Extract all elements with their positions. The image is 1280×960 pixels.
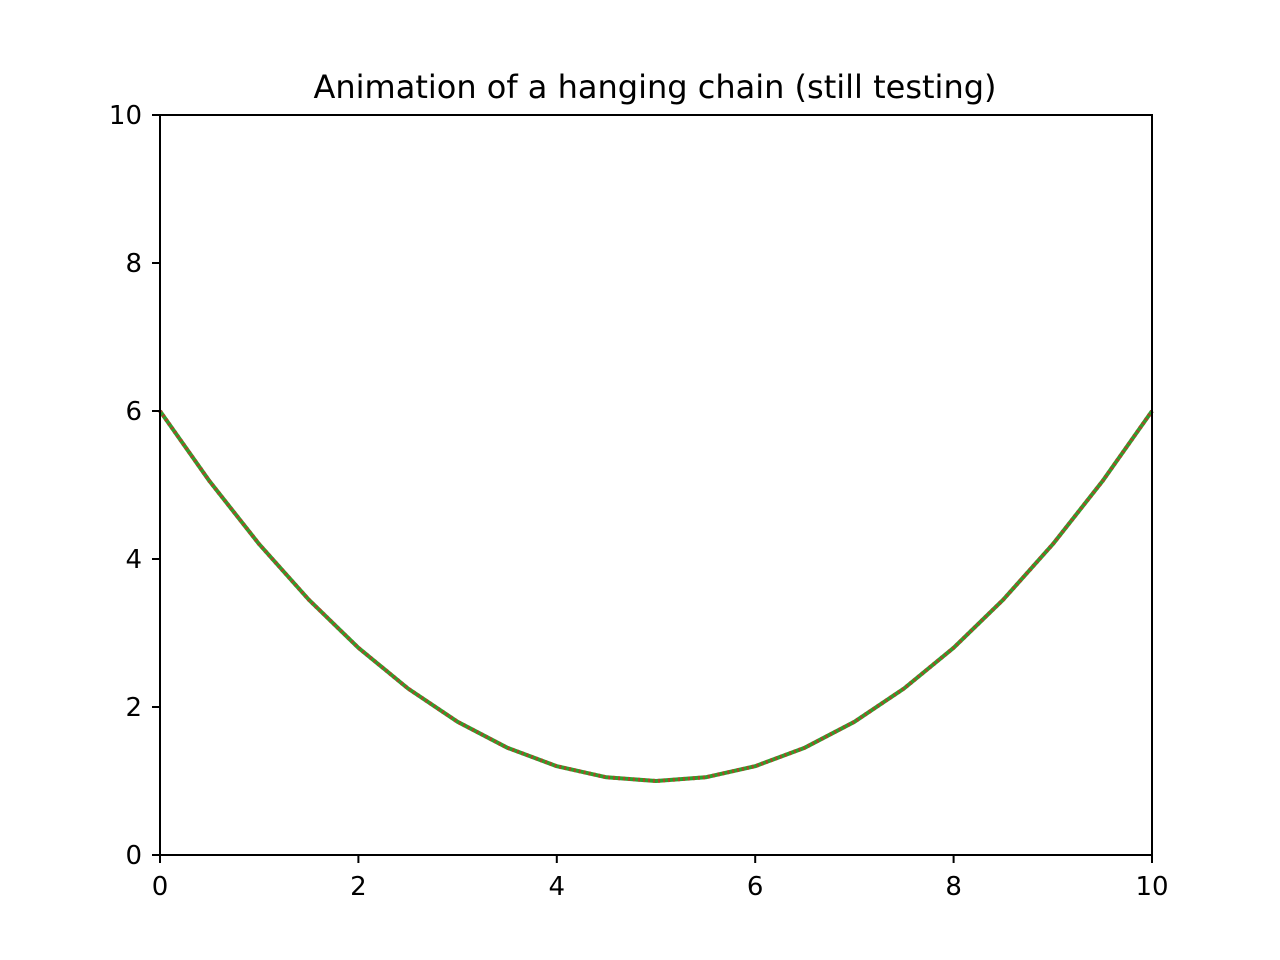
y-tick-label: 0 [125,841,142,871]
y-tick-label: 6 [125,397,142,427]
x-tick-label: 0 [152,872,169,902]
x-tick-label: 10 [1135,872,1168,902]
x-tick-label: 2 [350,872,367,902]
y-tick-label: 8 [125,249,142,279]
y-tick-label: 2 [125,693,142,723]
x-tick-label: 8 [945,872,962,902]
chain-curve-line [158,409,1154,783]
axes-frame [159,114,1153,856]
x-tick-label: 4 [549,872,566,902]
plot-area [158,409,1154,784]
y-tick-label: 10 [109,101,142,131]
x-tick-label: 6 [747,872,764,902]
y-axis: 0 2 4 6 8 10 [109,101,160,871]
x-axis: 0 2 4 6 8 10 [152,855,1169,902]
chart-title: Animation of a hanging chain (still test… [313,68,996,106]
y-tick-label: 4 [125,545,142,575]
